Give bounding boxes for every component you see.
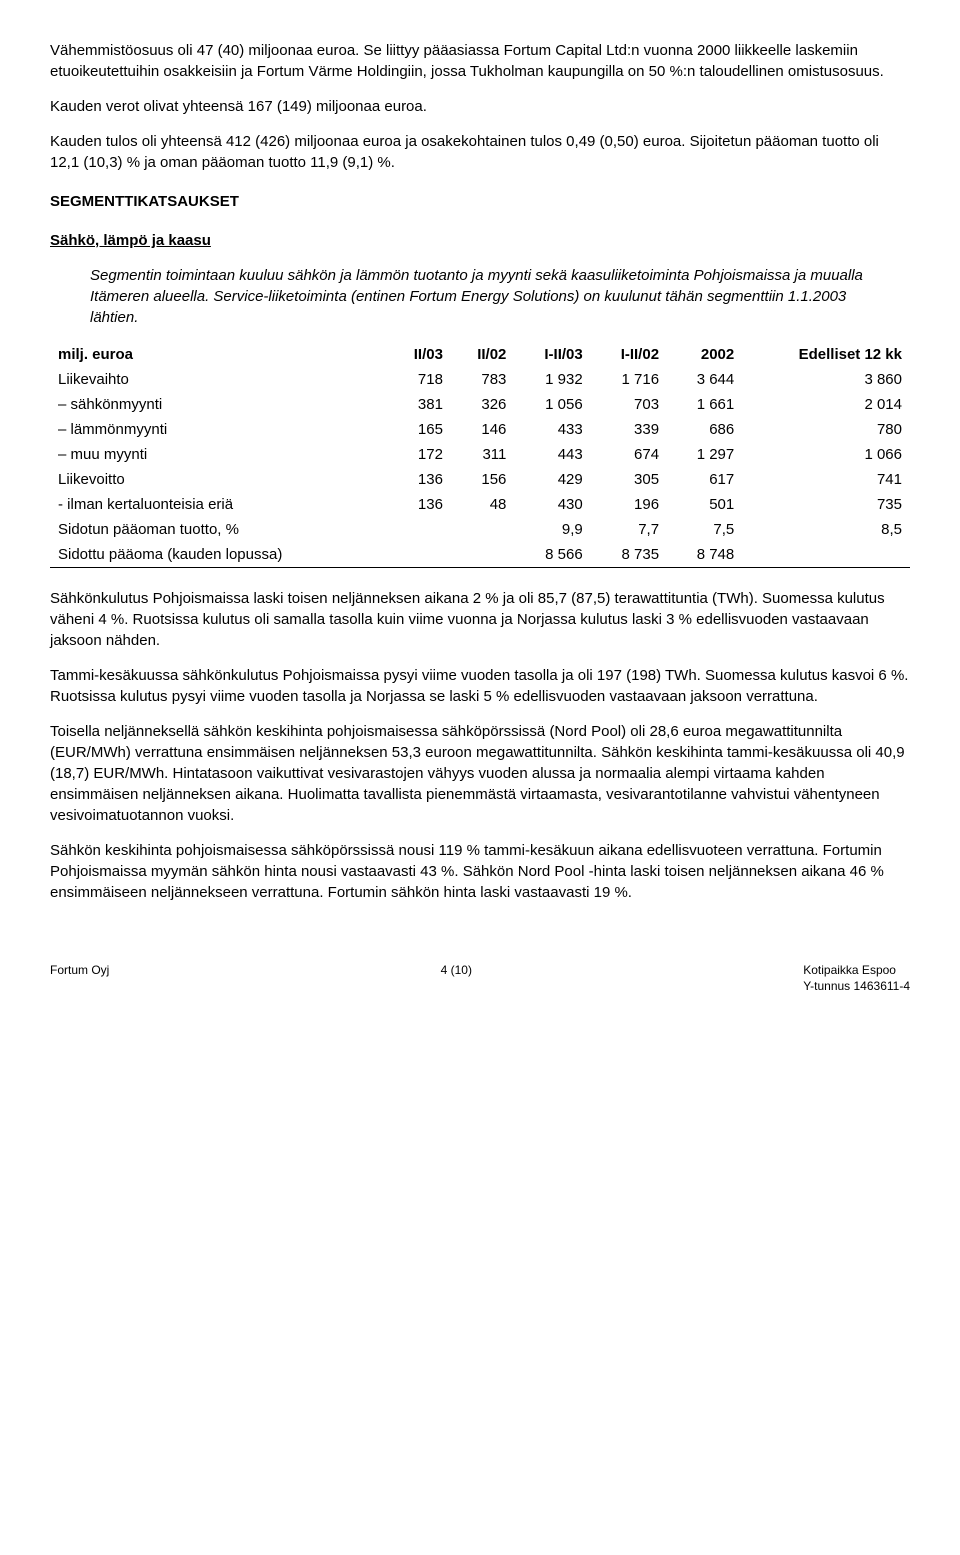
table-cell: 433: [514, 417, 590, 442]
col-header: I-II/03: [514, 342, 590, 367]
table-cell: 429: [514, 467, 590, 492]
table-cell: 7,5: [667, 517, 742, 542]
table-cell: Sidotun pääoman tuotto, %: [50, 517, 387, 542]
table-cell: 430: [514, 492, 590, 517]
segment-description: Segmentin toimintaan kuuluu sähkön ja lä…: [90, 265, 870, 328]
table-cell: Liikevaihto: [50, 367, 387, 392]
col-header: 2002: [667, 342, 742, 367]
table-cell: 2 014: [742, 392, 910, 417]
table-cell: 1 066: [742, 442, 910, 467]
table-cell: [387, 517, 450, 542]
table-cell: 1 056: [514, 392, 590, 417]
table-cell: 1 932: [514, 367, 590, 392]
paragraph: Tammi-kesäkuussa sähkönkulutus Pohjoisma…: [50, 665, 910, 707]
table-cell: [451, 517, 514, 542]
table-cell: 783: [451, 367, 514, 392]
table-cell: 741: [742, 467, 910, 492]
table-cell: [742, 542, 910, 568]
table-cell: – muu myynti: [50, 442, 387, 467]
page-footer: Fortum Oyj 4 (10) Kotipaikka Espoo Y-tun…: [50, 963, 910, 994]
col-header: II/03: [387, 342, 450, 367]
table-cell: 8 735: [591, 542, 667, 568]
table-cell: 1 297: [667, 442, 742, 467]
table-cell: 703: [591, 392, 667, 417]
table-cell: - ilman kertaluonteisia eriä: [50, 492, 387, 517]
table-cell: 326: [451, 392, 514, 417]
section-heading: SEGMENTTIKATSAUKSET: [50, 191, 910, 212]
col-header: I-II/02: [591, 342, 667, 367]
paragraph: Toisella neljänneksellä sähkön keskihint…: [50, 721, 910, 826]
col-header: II/02: [451, 342, 514, 367]
table-cell: 8 566: [514, 542, 590, 568]
table-cell: Sidottu pääoma (kauden lopussa): [50, 542, 387, 568]
table-cell: 196: [591, 492, 667, 517]
table-cell: 443: [514, 442, 590, 467]
table-cell: 305: [591, 467, 667, 492]
table-cell: 718: [387, 367, 450, 392]
table-cell: 381: [387, 392, 450, 417]
table-cell: 146: [451, 417, 514, 442]
paragraph: Kauden tulos oli yhteensä 412 (426) milj…: [50, 131, 910, 173]
table-cell: 156: [451, 467, 514, 492]
table-cell: 9,9: [514, 517, 590, 542]
table-cell: Liikevoitto: [50, 467, 387, 492]
table-cell: 3 644: [667, 367, 742, 392]
paragraph: Sähkön keskihinta pohjoismaisessa sähköp…: [50, 840, 910, 903]
table-cell: [451, 542, 514, 568]
table-cell: 136: [387, 492, 450, 517]
table-cell: 3 860: [742, 367, 910, 392]
table-cell: 339: [591, 417, 667, 442]
table-cell: 617: [667, 467, 742, 492]
col-header: Edelliset 12 kk: [742, 342, 910, 367]
col-header: milj. euroa: [50, 342, 387, 367]
table-cell: 48: [451, 492, 514, 517]
financial-table: milj. euroa II/03 II/02 I-II/03 I-II/02 …: [50, 342, 910, 568]
footer-left: Fortum Oyj: [50, 963, 109, 994]
paragraph: Vähemmistöosuus oli 47 (40) miljoonaa eu…: [50, 40, 910, 82]
table-cell: 172: [387, 442, 450, 467]
table-cell: [387, 542, 450, 568]
table-cell: 674: [591, 442, 667, 467]
table-cell: 1 716: [591, 367, 667, 392]
table-cell: 7,7: [591, 517, 667, 542]
table-cell: 8 748: [667, 542, 742, 568]
table-cell: 165: [387, 417, 450, 442]
table-cell: 780: [742, 417, 910, 442]
table-cell: 311: [451, 442, 514, 467]
table-cell: – lämmönmyynti: [50, 417, 387, 442]
table-cell: 1 661: [667, 392, 742, 417]
table-cell: 735: [742, 492, 910, 517]
table-cell: 501: [667, 492, 742, 517]
footer-right: Kotipaikka Espoo Y-tunnus 1463611-4: [803, 963, 910, 994]
table-cell: – sähkönmyynti: [50, 392, 387, 417]
footer-center: 4 (10): [441, 963, 472, 994]
table-cell: 8,5: [742, 517, 910, 542]
paragraph: Kauden verot olivat yhteensä 167 (149) m…: [50, 96, 910, 117]
table-cell: 686: [667, 417, 742, 442]
table-cell: 136: [387, 467, 450, 492]
paragraph: Sähkönkulutus Pohjoismaissa laski toisen…: [50, 588, 910, 651]
subsection-heading: Sähkö, lämpö ja kaasu: [50, 230, 910, 251]
